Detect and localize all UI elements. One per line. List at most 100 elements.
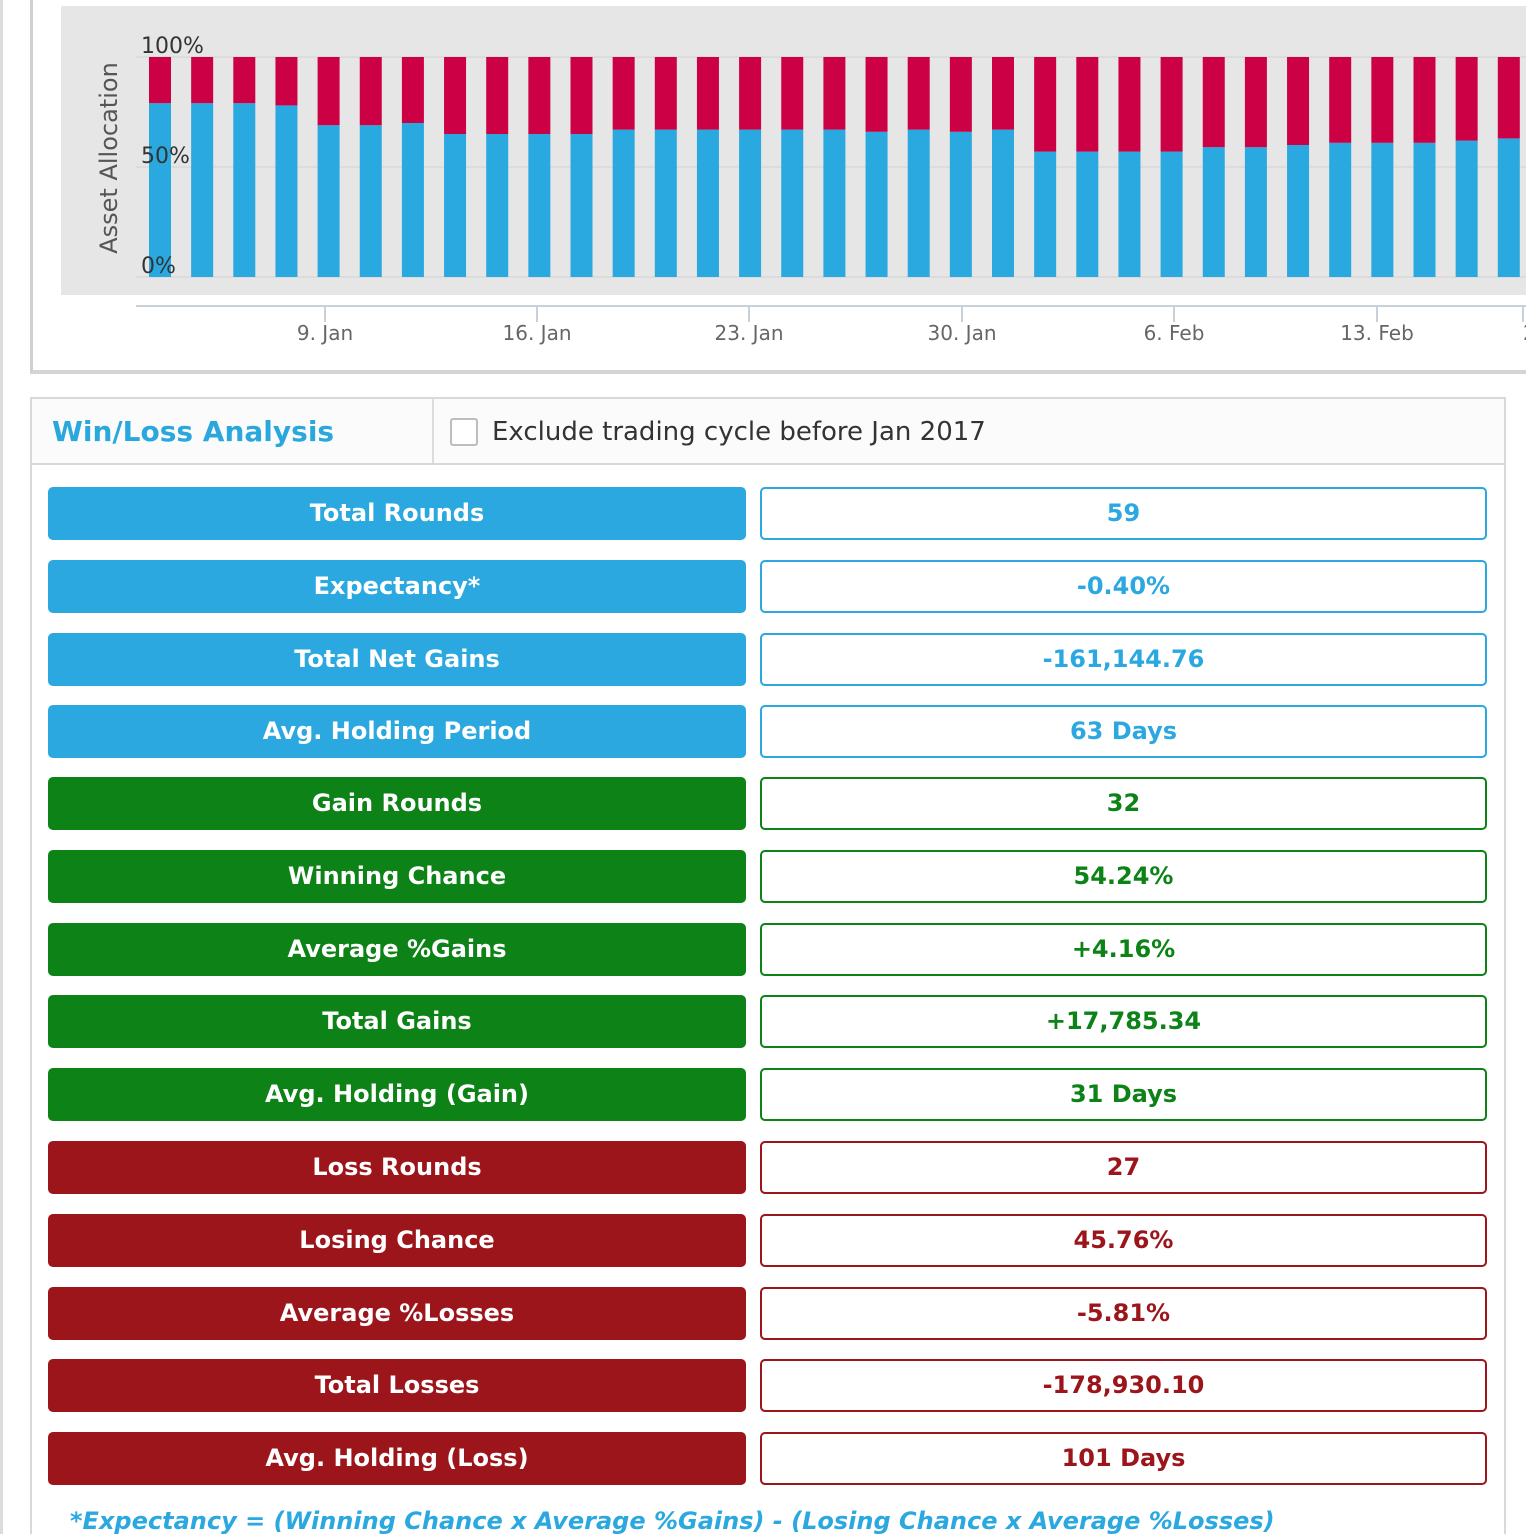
win-loss-analysis-panel: Win/Loss Analysis Exclude trading cycle … [30,397,1506,1535]
bar-segment-blue [907,129,930,277]
bar-segment-red [1202,57,1225,148]
x-tick-label: 30. Jan [928,321,997,345]
bar-segment-blue [949,131,972,277]
metric-row: Loss Rounds 27 [48,1141,1488,1194]
bar-segment-red [907,57,930,130]
metric-value: 27 [760,1141,1487,1194]
metric-row: Total Rounds 59 [48,487,1488,540]
metric-label: Avg. Holding (Gain) [48,1068,746,1121]
metric-value: -161,144.76 [760,633,1487,686]
bar-segment-red [275,57,298,106]
bar-segment-blue [1371,142,1394,277]
bar-segment-red [149,57,171,104]
metric-label: Gain Rounds [48,777,746,830]
metric-label: Average %Gains [48,923,746,976]
metric-row: Losing Chance 45.76% [48,1214,1488,1267]
metric-value: 54.24% [760,850,1487,903]
metric-value: 32 [760,777,1487,830]
metric-row: Avg. Holding (Loss) 101 Days [48,1432,1488,1485]
bar-segment-blue [149,103,171,277]
bar-segment-blue [1034,151,1057,277]
bar-segment-blue [528,134,551,277]
bar-segment-blue [233,103,256,277]
metric-row: Winning Chance 54.24% [48,850,1488,903]
bar-segment-red [1160,57,1183,152]
metric-row: Expectancy* -0.40% [48,560,1488,613]
metric-value: -178,930.10 [760,1359,1487,1412]
metric-label: Expectancy* [48,560,746,613]
y-axis-title: Asset Allocation [95,62,123,254]
metric-label: Total Net Gains [48,633,746,686]
x-tick-label: 16. Jan [503,321,572,345]
bar-segment-red [528,57,551,134]
metric-value: -5.81% [760,1287,1487,1340]
bar-segment-blue [317,125,340,277]
bar-segment-red [1329,57,1352,143]
bar-segment-red [444,57,467,134]
bar-segment-red [486,57,509,134]
metric-row: Average %Gains +4.16% [48,923,1488,976]
metric-label: Losing Chance [48,1214,746,1267]
metric-label: Avg. Holding Period [48,705,746,758]
exclude-cycle-label[interactable]: Exclude trading cycle before Jan 2017 [492,417,986,447]
win-loss-header: Win/Loss Analysis Exclude trading cycle … [32,399,1504,465]
bar-segment-red [612,57,635,130]
bar-segment-blue [1455,140,1478,277]
bar-segment-blue [739,129,762,277]
x-tick-label: 9. Jan [297,321,353,345]
metric-row: Avg. Holding Period 63 Days [48,705,1488,758]
bar-segment-red [1076,57,1099,152]
exclude-cycle-checkbox[interactable] [450,418,478,446]
bar-segment-blue [191,103,214,277]
metric-value: 31 Days [760,1068,1487,1121]
metric-value: 59 [760,487,1487,540]
metric-label: Total Rounds [48,487,746,540]
metric-row: Total Net Gains -161,144.76 [48,633,1488,686]
metric-label: Loss Rounds [48,1141,746,1194]
x-tick-label: 6. Feb [1144,321,1205,345]
bar-segment-blue [781,129,804,277]
metric-label: Total Gains [48,995,746,1048]
bar-segment-blue [1076,151,1099,277]
x-tick-label: 13. Feb [1340,321,1414,345]
bar-segment-red [359,57,382,126]
y-tick-label: 100% [141,34,204,59]
x-tick-label: 2 [1523,321,1526,345]
bar-segment-red [823,57,846,130]
metric-row: Total Losses -178,930.10 [48,1359,1488,1412]
bar-segment-blue [865,131,888,277]
bar-segment-blue [359,125,382,277]
left-border [0,0,3,1534]
bar-segment-red [1455,57,1478,141]
metric-value: -0.40% [760,560,1487,613]
bar-segment-blue [1118,151,1141,277]
bar-segment-red [401,57,424,123]
metric-row: Gain Rounds 32 [48,777,1488,830]
bar-segment-blue [1413,142,1436,277]
bar-segment-blue [823,129,846,277]
bar-segment-blue [654,129,677,277]
metric-row: Avg. Holding (Gain) 31 Days [48,1068,1488,1121]
bar-segment-red [1413,57,1436,143]
metric-row: Average %Losses -5.81% [48,1287,1488,1340]
bar-segment-red [949,57,972,132]
metric-value: 101 Days [760,1432,1487,1485]
bar-segment-blue [1329,142,1352,277]
metric-value: 63 Days [760,705,1487,758]
bar-segment-red [781,57,804,130]
metric-value: +17,785.34 [760,995,1487,1048]
metric-label: Avg. Holding (Loss) [48,1432,746,1485]
bar-segment-blue [612,129,635,277]
bar-segment-red [1034,57,1057,152]
bar-segment-red [1371,57,1394,143]
bar-segment-blue [1497,138,1520,277]
x-tick-label: 23. Jan [715,321,784,345]
bar-segment-blue [696,129,719,277]
bar-segment-red [1244,57,1267,148]
bar-segment-blue [1244,147,1267,277]
bar-segment-red [1497,57,1520,139]
bar-segment-blue [1202,147,1225,277]
expectancy-footnote: *Expectancy = (Winning Chance x Average … [70,1507,1275,1535]
y-tick-label: 0% [141,254,176,279]
bar-segment-red [1287,57,1310,145]
